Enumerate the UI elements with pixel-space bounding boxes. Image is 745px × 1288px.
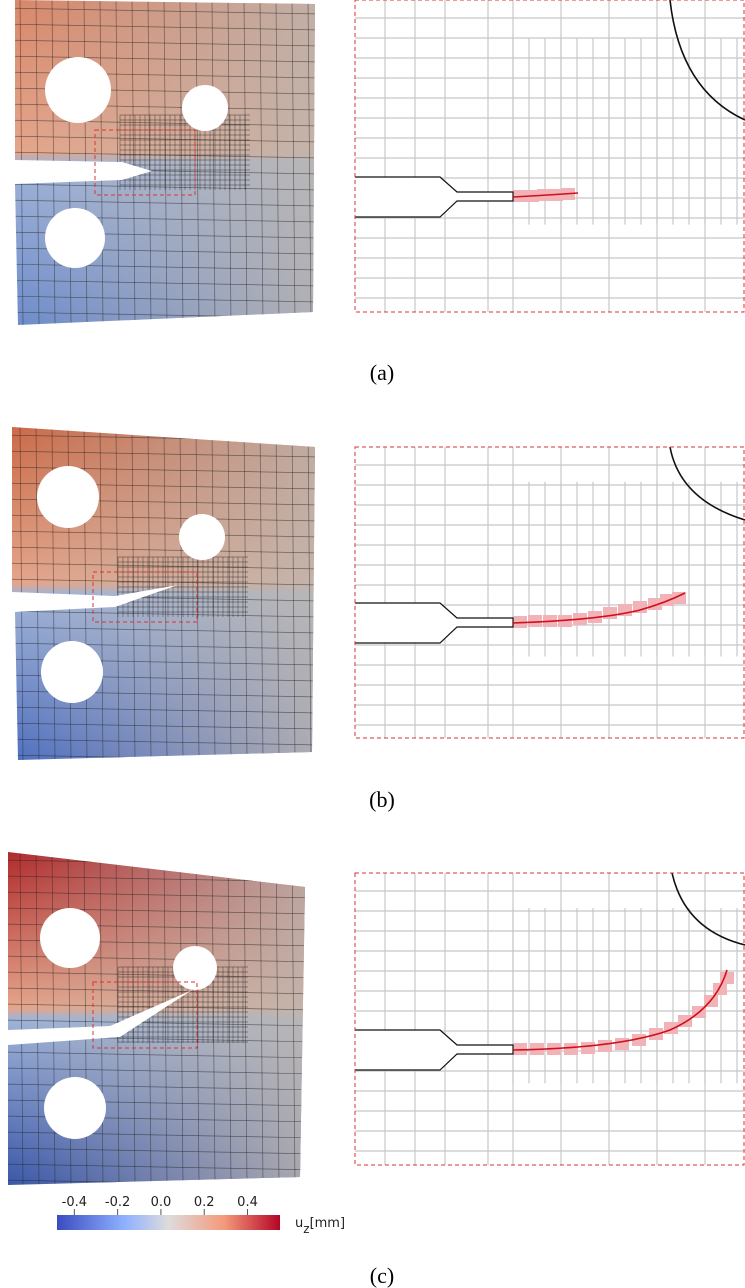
notch — [355, 603, 513, 643]
panel-label: (a) — [370, 360, 394, 385]
colorbar-label: uz[mm] — [295, 1216, 345, 1236]
damage-cell — [564, 1043, 578, 1055]
figure: (a) (b) (c) uz[mm] -0.4 -0.2 0.0 0.2 0.4 — [0, 0, 745, 1288]
panel-label: (c) — [370, 1263, 394, 1288]
zoom-mesh — [355, 0, 745, 312]
colorbar-tick-label: 0.2 — [194, 1195, 215, 1210]
hole — [179, 514, 225, 560]
hole — [44, 1077, 106, 1139]
hole-edge — [670, 447, 745, 520]
hole — [45, 208, 105, 268]
notch — [355, 177, 513, 217]
damage-cell — [598, 1040, 612, 1052]
damage-cell — [581, 1042, 595, 1054]
damage-cell — [713, 983, 727, 995]
hole — [45, 57, 111, 123]
panel-label: (b) — [369, 787, 395, 812]
unit: [mm] — [310, 1216, 345, 1231]
colorbar-tick-label: -0.2 — [105, 1195, 130, 1210]
colorbar-tick-label: 0.0 — [151, 1195, 172, 1210]
hole-edge — [672, 873, 745, 945]
damage-cell — [660, 594, 674, 606]
colorbar-tick-label: -0.4 — [62, 1195, 87, 1210]
damage-cell — [603, 607, 617, 619]
notch — [355, 1030, 513, 1070]
hole — [41, 641, 103, 703]
hole — [173, 946, 217, 990]
hole — [37, 466, 99, 528]
zoom-frame — [355, 0, 744, 312]
symbol: u — [295, 1216, 303, 1231]
zoom-mesh — [355, 447, 745, 738]
hole — [182, 85, 228, 131]
damage-cell — [615, 1038, 629, 1050]
colorbar-tick-label: 0.4 — [237, 1195, 258, 1210]
damage-cell — [528, 615, 542, 627]
hole — [40, 908, 100, 968]
mesh-line — [308, 852, 311, 1185]
colorbar — [57, 1215, 280, 1230]
